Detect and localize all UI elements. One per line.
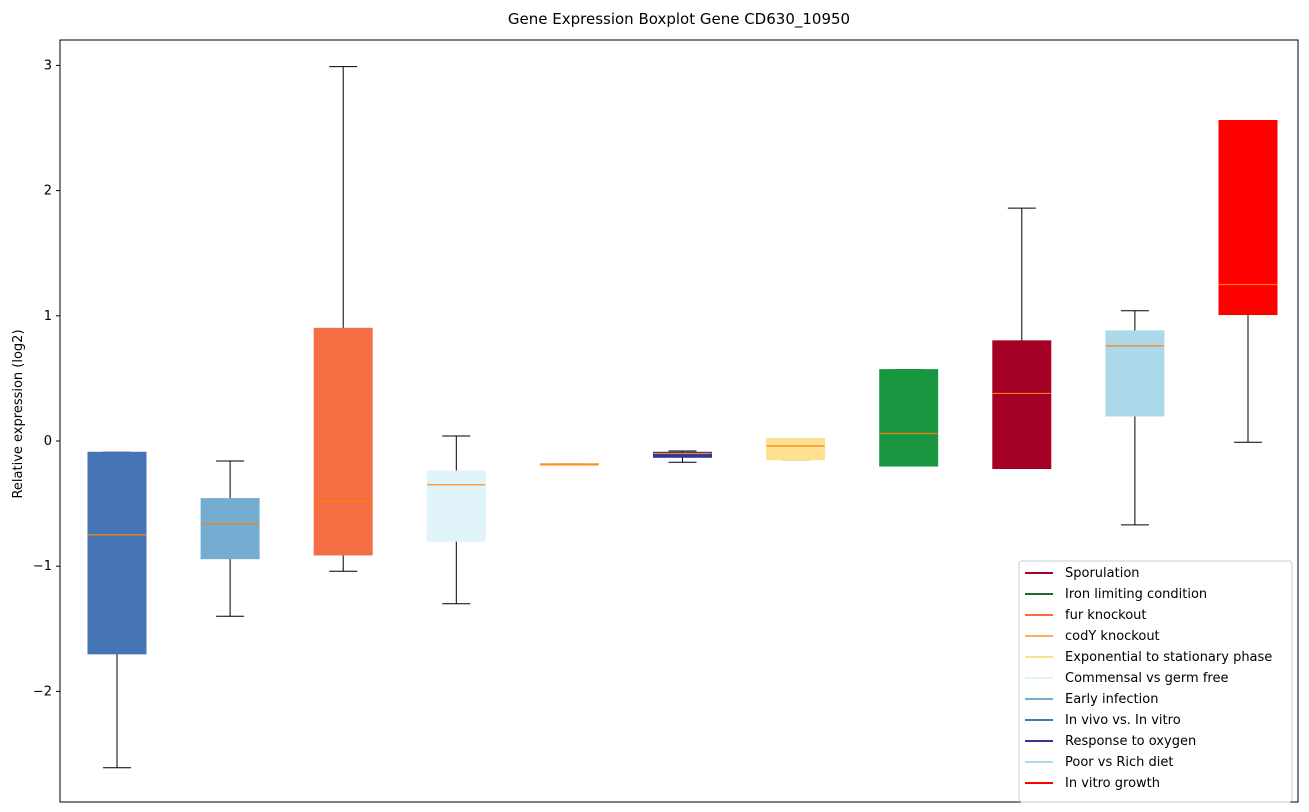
- iqr-box: [766, 437, 826, 461]
- legend-label: In vivo vs. In vitro: [1065, 713, 1181, 728]
- legend-label: Iron limiting condition: [1065, 587, 1207, 602]
- legend-entry: Response to oxygen: [1025, 734, 1196, 749]
- legend-label: In vitro growth: [1065, 776, 1160, 791]
- y-axis: −2 −1 0 1 2 3: [33, 58, 60, 699]
- legend-label: Response to oxygen: [1065, 734, 1196, 749]
- chart-title: Gene Expression Boxplot Gene CD630_10950: [508, 10, 850, 29]
- y-axis-label: Relative expression (log2): [11, 329, 26, 498]
- iqr-box: [200, 498, 260, 560]
- legend: Sporulation Iron limiting condition fur kn…: [1018, 560, 1293, 803]
- legend-label: Poor vs Rich diet: [1065, 755, 1173, 770]
- box-cody-knockout: [539, 463, 599, 466]
- box-iron-limiting-condition: [879, 369, 939, 467]
- legend-label: Sporulation: [1065, 566, 1140, 581]
- legend-entry: Exponential to stationary phase: [1025, 650, 1272, 665]
- boxes-layer: [87, 66, 1278, 769]
- legend-entry: Sporulation: [1025, 566, 1140, 581]
- box-in-vitro-growth: [1218, 119, 1278, 443]
- plot-frame: [59, 39, 1299, 803]
- legend-frame: [1018, 560, 1293, 803]
- legend-label: codY knockout: [1065, 629, 1160, 644]
- box-fur-knockout: [313, 66, 373, 572]
- y-tick-label: 2: [44, 184, 52, 199]
- legend-label: Commensal vs germ free: [1065, 671, 1228, 686]
- box-in-vivo-vs-in-vitro: [87, 451, 147, 769]
- iqr-box: [1105, 330, 1165, 417]
- y-tick-label: 1: [44, 309, 52, 324]
- legend-entry: codY knockout: [1025, 629, 1160, 644]
- legend-label: fur knockout: [1065, 608, 1147, 623]
- legend-entry: Poor vs Rich diet: [1025, 755, 1173, 770]
- iqr-box: [992, 340, 1052, 470]
- box-early-infection: [200, 460, 260, 617]
- iqr-box: [879, 369, 939, 467]
- box-poor-vs-rich-diet: [1105, 310, 1165, 526]
- legend-entry: Commensal vs germ free: [1025, 671, 1228, 686]
- legend-entry: Early infection: [1025, 692, 1158, 707]
- iqr-box: [653, 451, 712, 458]
- box-exponential-to-stationary-phase: [766, 437, 826, 461]
- y-tick-label: −2: [33, 684, 52, 699]
- legend-entry: In vivo vs. In vitro: [1025, 713, 1181, 728]
- iqr-box: [87, 451, 147, 655]
- y-tick-label: −1: [33, 559, 52, 574]
- box-response-to-oxygen: [653, 450, 712, 463]
- iqr-box: [426, 470, 486, 542]
- iqr-box: [313, 327, 373, 556]
- iqr-box: [1218, 119, 1278, 316]
- legend-entry: fur knockout: [1025, 608, 1147, 623]
- legend-entry: Iron limiting condition: [1025, 587, 1207, 602]
- legend-label: Exponential to stationary phase: [1065, 650, 1272, 665]
- box-commensal-vs-germ-free: [426, 435, 486, 605]
- y-tick-label: 0: [44, 434, 52, 449]
- legend-label: Early infection: [1065, 692, 1158, 707]
- box-sporulation: [992, 207, 1052, 470]
- legend-entry: In vitro growth: [1025, 776, 1160, 791]
- y-tick-label: 3: [44, 58, 52, 73]
